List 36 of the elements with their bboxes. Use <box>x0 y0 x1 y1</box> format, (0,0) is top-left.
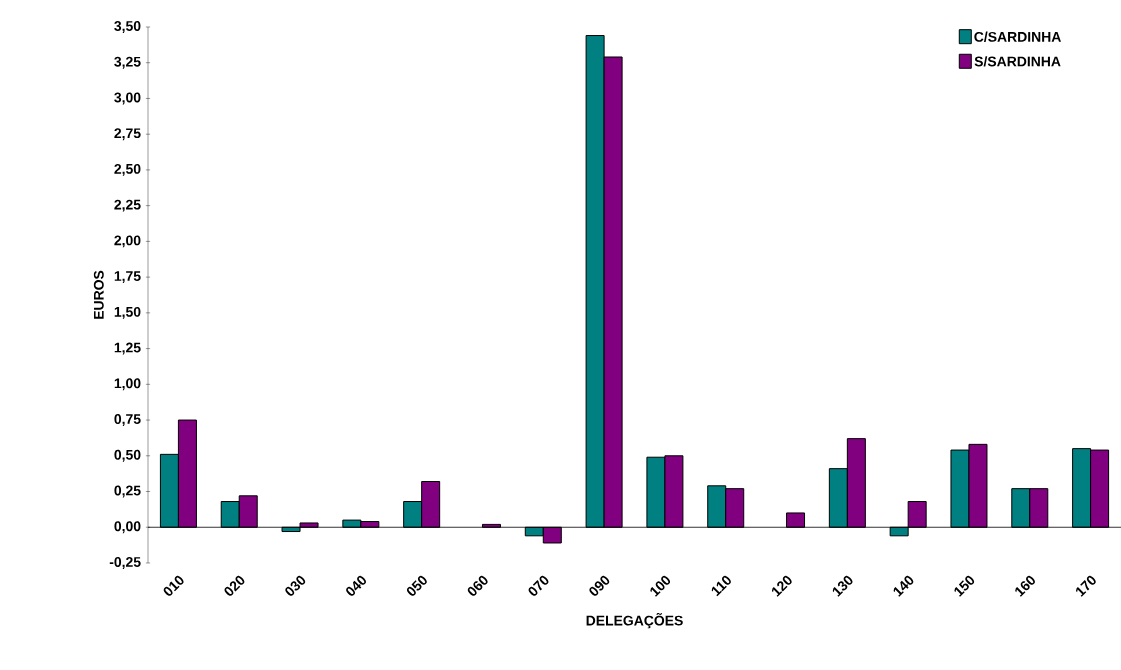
x-axis-title: DELEGAÇÕES <box>586 612 683 629</box>
x-tick-label: 110 <box>711 575 731 597</box>
x-tick-label: 150 <box>954 575 975 597</box>
y-tick-label: 0,75 <box>114 414 141 426</box>
y-tick-label: 0,50 <box>114 449 141 462</box>
x-tick-label: 120 <box>771 575 792 597</box>
y-tick-label: 2,75 <box>114 128 141 141</box>
x-tick-label: 100 <box>650 575 671 597</box>
y-tick-label: 0,25 <box>114 485 141 498</box>
x-tick-label: 070 <box>528 575 549 596</box>
x-tick-label: 140 <box>893 575 914 597</box>
x-tick-label: 130 <box>832 575 853 597</box>
y-tick-label: 3,25 <box>114 56 141 69</box>
x-tick-label: 040 <box>346 575 367 596</box>
y-tick-label: 3,00 <box>114 92 141 105</box>
y-tick-label: 1,00 <box>114 378 141 391</box>
x-tick-label: 030 <box>285 575 306 596</box>
x-tick-label: 020 <box>224 575 245 596</box>
x-tick-label: 160 <box>1015 575 1035 597</box>
x-tick-label: 010 <box>163 575 184 596</box>
y-tick-label: 2,25 <box>114 199 141 212</box>
x-tick-label: 170 <box>1076 575 1096 597</box>
y-tick-label: 3,50 <box>114 21 141 33</box>
x-tick-label: 060 <box>467 575 488 596</box>
legend-label: S/SARDINHA <box>974 56 1061 67</box>
y-tick-label: 2,50 <box>114 163 141 176</box>
x-tick-label: 090 <box>589 575 610 596</box>
x-tick-label: 050 <box>406 575 427 596</box>
y-tick-label: 2,00 <box>114 235 141 248</box>
y-tick-label: 1,75 <box>114 271 141 283</box>
y-tick-label: 1,25 <box>114 342 141 355</box>
y-tick-label: -0,25 <box>109 557 141 569</box>
y-tick-label: 1,50 <box>114 306 141 319</box>
y-axis-title: EUROS <box>93 270 104 319</box>
legend-label: C/SARDINHA <box>974 31 1061 42</box>
y-tick-label: 0,00 <box>114 521 141 534</box>
